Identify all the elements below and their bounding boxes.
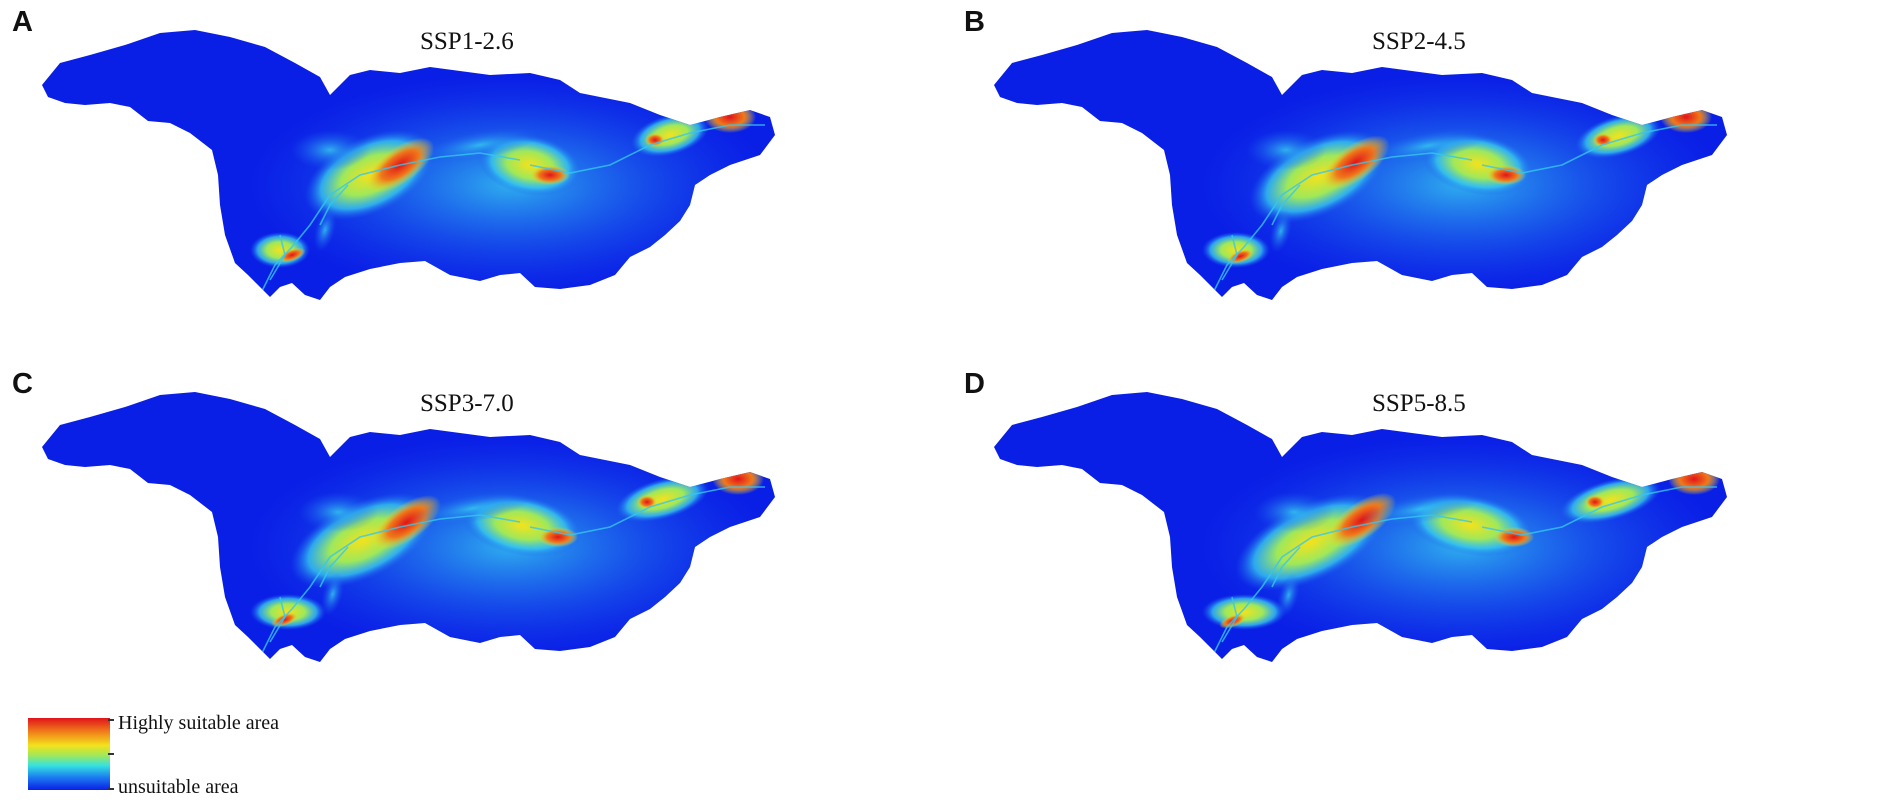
moderate-suitability-zone — [250, 594, 326, 630]
panel-letter: D — [964, 368, 985, 400]
suitability-legend: Highly suitable area unsuitable area — [28, 712, 308, 798]
river-line — [319, 184, 349, 226]
moderate-suitability-zone — [1368, 128, 1488, 163]
high-suitability-zone — [1320, 135, 1390, 190]
high-suitability-zone — [637, 495, 657, 509]
river-line — [1221, 596, 1238, 643]
suitability-map — [994, 392, 1727, 662]
high-suitability-zone — [278, 247, 306, 263]
panel-d: D SSP5-8.5 — [952, 362, 1904, 732]
moderate-suitability-zone — [1361, 491, 1480, 527]
legend-tick-low — [108, 788, 114, 790]
panel-b: B SSP2-4.5 — [952, 0, 1904, 370]
moderate-suitability-zone — [1202, 594, 1286, 630]
moderate-suitability-zone — [1277, 573, 1300, 617]
suitability-layer — [1202, 75, 1722, 296]
high-suitability-zone — [538, 527, 578, 547]
high-suitability-zone — [1585, 495, 1605, 509]
high-suitability-zone — [645, 133, 665, 147]
river-line — [529, 124, 765, 174]
moderate-suitability-zone — [313, 208, 337, 252]
moderate-suitability-zone — [290, 130, 370, 170]
scenario-title: SSP1-2.6 — [420, 28, 514, 55]
panel-a: A SSP1-2.6 — [0, 0, 952, 370]
river-line — [1221, 234, 1238, 281]
moderate-suitability-zone — [615, 476, 709, 523]
suitability-map — [994, 30, 1727, 300]
river-line — [1271, 184, 1301, 226]
scenario-title: SSP5-8.5 — [1372, 390, 1466, 417]
river-line — [269, 234, 286, 281]
river-line — [1271, 546, 1301, 588]
suitability-layer — [250, 75, 770, 296]
panel-letter: A — [12, 6, 33, 38]
moderate-suitability-zone — [1559, 476, 1661, 524]
suitability-map — [42, 392, 775, 662]
suitability-map — [42, 30, 775, 300]
river-line — [529, 486, 765, 536]
moderate-suitability-zone — [1269, 209, 1293, 253]
moderate-suitability-zone — [1254, 492, 1334, 532]
moderate-suitability-zone — [321, 572, 344, 616]
panel-c: C SSP3-7.0 — [0, 362, 952, 732]
moderate-suitability-zone — [1246, 130, 1326, 170]
moderate-suitability-zone — [412, 491, 532, 526]
legend-label-low: unsuitable area — [118, 776, 239, 798]
legend-label-high: Highly suitable area — [118, 712, 280, 734]
high-suitability-zone — [1486, 165, 1526, 185]
moderate-suitability-zone — [298, 492, 378, 532]
panel-letter: C — [12, 368, 33, 400]
legend-tick-high — [108, 719, 114, 721]
scenario-title: SSP2-4.5 — [1372, 28, 1466, 55]
river-line — [269, 596, 286, 643]
high-suitability-zone — [1668, 463, 1720, 495]
moderate-suitability-zone — [420, 127, 540, 163]
river-line — [319, 546, 349, 588]
scenario-title: SSP3-7.0 — [420, 390, 514, 417]
high-suitability-zone — [712, 463, 764, 495]
suitability-layer — [250, 437, 770, 658]
suitability-layer — [1202, 437, 1722, 658]
high-suitability-zone — [530, 165, 570, 185]
color-scale-bar — [28, 718, 110, 790]
panel-letter: B — [964, 6, 985, 38]
legend-tick-mid — [108, 753, 114, 755]
river-line — [1481, 486, 1717, 536]
river-line — [1481, 124, 1717, 174]
